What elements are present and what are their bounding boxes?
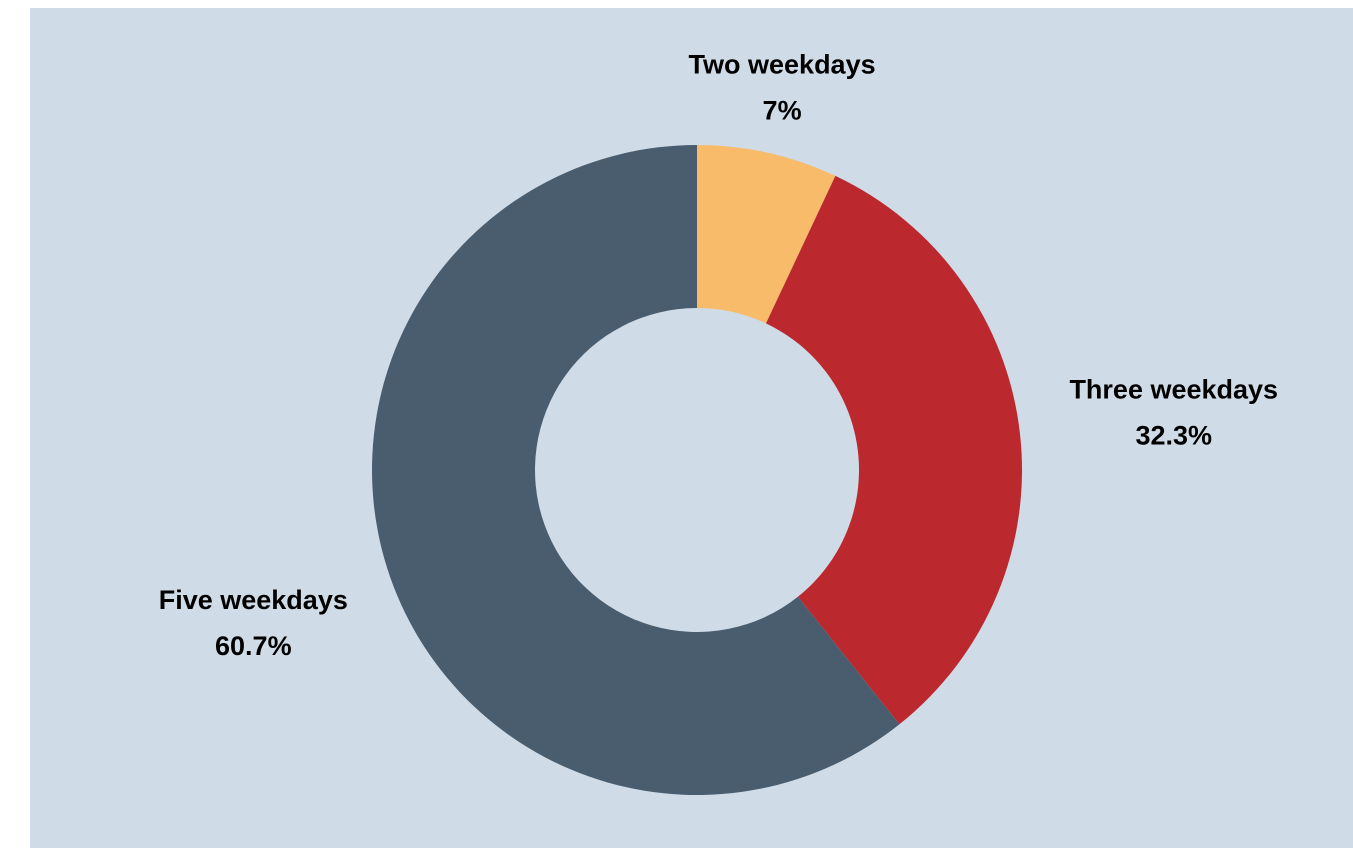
segment-label: Five weekdays <box>159 585 348 615</box>
segment-label: Two weekdays <box>689 50 876 80</box>
donut-segment <box>372 145 900 795</box>
segment-value-label: 60.7% <box>215 631 292 661</box>
donut-segment <box>765 175 1023 725</box>
segment-value-label: 7% <box>763 96 802 126</box>
segment-label: Three weekdays <box>1069 374 1278 404</box>
donut-segment <box>697 145 836 324</box>
segment-value-label: 32.3% <box>1135 420 1212 450</box>
